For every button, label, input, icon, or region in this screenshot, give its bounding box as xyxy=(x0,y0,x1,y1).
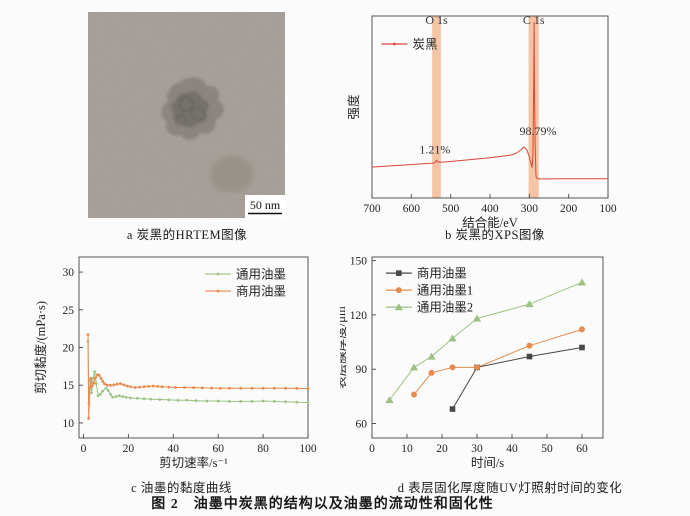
svg-text:结合能/eV: 结合能/eV xyxy=(462,215,518,230)
svg-text:40: 40 xyxy=(506,443,518,455)
carbon-black-aggregate-blob xyxy=(161,77,224,140)
cure-thickness-chart: 0 10 20 30 40 50 60 60 90 120 150 时间/s 表层膜厚度/μm 商用油墨通… xyxy=(340,256,604,470)
scale-bar-box xyxy=(245,195,285,218)
svg-text:炭黑: 炭黑 xyxy=(412,38,437,52)
svg-text:40: 40 xyxy=(168,443,180,455)
svg-text:强度: 强度 xyxy=(346,94,361,120)
figure-title: 图 2 油墨中炭黑的结构以及油墨的流动性和固化性 xyxy=(151,497,494,512)
svg-text:60: 60 xyxy=(576,443,588,455)
caption-panel-a: a 炭黑的HRTEM图像 xyxy=(126,228,248,242)
viscosity-chart: 0 20 40 60 80 100 10 15 20 25 30 剪切速率/s⁻¹ 剪切黏度/(mPa·… xyxy=(33,256,317,470)
svg-text:60: 60 xyxy=(212,443,224,455)
svg-text:1.21%: 1.21% xyxy=(419,142,450,156)
svg-text:剪切黏度/(mPa·s): 剪切黏度/(mPa·s) xyxy=(33,301,48,394)
faint-secondary-blob xyxy=(210,155,253,193)
svg-text:80: 80 xyxy=(257,443,269,455)
svg-text:25: 25 xyxy=(63,305,75,317)
svg-text:60: 60 xyxy=(356,419,368,431)
svg-text:20: 20 xyxy=(123,443,135,455)
svg-text:30: 30 xyxy=(63,267,75,279)
caption-panel-b: b 炭黑的XPS图像 xyxy=(445,228,545,242)
svg-text:100: 100 xyxy=(599,203,617,215)
xps-chart: 700 600 500 400 300 200 100 结合能/eV 强度 炭黑 O 1s C 1s 1… xyxy=(346,13,617,230)
svg-text:400: 400 xyxy=(481,203,499,215)
svg-text:15: 15 xyxy=(63,380,75,392)
svg-text:0: 0 xyxy=(369,443,375,455)
scale-bar: 50 nm xyxy=(245,195,285,218)
svg-text:时间/s: 时间/s xyxy=(471,456,504,470)
svg-text:120: 120 xyxy=(350,310,368,322)
caption-panel-c: c 油墨的黏度曲线 xyxy=(131,481,232,495)
svg-text:20: 20 xyxy=(436,443,448,455)
svg-text:600: 600 xyxy=(403,203,421,215)
svg-text:0: 0 xyxy=(81,443,87,455)
svg-text:200: 200 xyxy=(560,203,578,215)
svg-text:500: 500 xyxy=(442,203,460,215)
svg-text:商用油墨: 商用油墨 xyxy=(236,284,286,299)
svg-text:商用油墨: 商用油墨 xyxy=(417,266,467,281)
svg-text:90: 90 xyxy=(356,364,368,376)
svg-text:10: 10 xyxy=(63,418,75,430)
svg-text:通用油墨2: 通用油墨2 xyxy=(417,301,473,315)
svg-text:剪切速率/s⁻¹: 剪切速率/s⁻¹ xyxy=(159,455,228,470)
svg-text:100: 100 xyxy=(299,443,317,455)
scale-bar-label: 50 nm xyxy=(250,198,281,212)
svg-text:20: 20 xyxy=(63,343,75,355)
caption-panel-d: d 表层固化厚度随UV灯照射时间的变化 xyxy=(397,481,623,495)
svg-text:700: 700 xyxy=(363,203,381,215)
svg-text:通用油墨1: 通用油墨1 xyxy=(417,284,473,298)
svg-text:50: 50 xyxy=(541,443,553,455)
svg-text:30: 30 xyxy=(471,443,483,455)
svg-text:10: 10 xyxy=(401,443,413,455)
hrtem-image: 50 nm xyxy=(88,12,285,218)
svg-text:C 1s: C 1s xyxy=(523,13,545,27)
svg-text:表层膜厚度/μm: 表层膜厚度/μm xyxy=(340,306,348,389)
svg-text:通用油墨: 通用油墨 xyxy=(236,268,286,282)
svg-text:300: 300 xyxy=(521,203,539,215)
svg-text:O 1s: O 1s xyxy=(425,13,448,27)
svg-text:98.79%: 98.79% xyxy=(519,124,556,138)
svg-text:150: 150 xyxy=(350,256,368,268)
